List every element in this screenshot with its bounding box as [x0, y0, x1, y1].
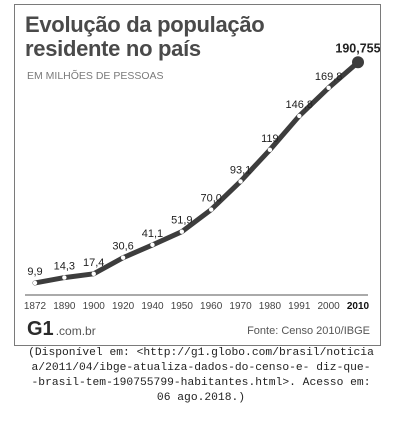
data-label: 14,3 — [54, 261, 75, 273]
data-label: 30,6 — [112, 241, 133, 253]
line-chart: 1872 1890 1900 1920 1940 1950 1960 1970 1980 1991… — [24, 41, 380, 312]
data-point — [238, 179, 243, 184]
x-tick-label: 1950 — [171, 301, 194, 312]
data-label: 93,1 — [230, 164, 251, 176]
data-point — [208, 207, 214, 212]
x-tick-label: 1900 — [83, 301, 106, 312]
logo-mark: G1 — [27, 318, 54, 340]
data-point — [326, 85, 331, 91]
population-series-line — [32, 59, 361, 286]
data-label: 17,4 — [83, 257, 104, 269]
x-tick-label: 1991 — [288, 301, 311, 312]
x-tick-label: 2000 — [318, 301, 341, 312]
data-point — [267, 147, 273, 153]
source-note: Fonte: Censo 2010/IBGE — [247, 325, 370, 337]
infographic-frame: Evolução da população residente no país … — [14, 4, 381, 346]
caption-line: (Disponível em: <http://g1.globo.com/bra… — [28, 347, 374, 359]
data-label: 51,9 — [171, 215, 192, 227]
data-label: 41,1 — [142, 228, 163, 240]
data-label: 9,9 — [27, 266, 42, 278]
x-tick-label: 2010 — [347, 301, 370, 312]
data-point — [62, 275, 67, 280]
logo-domain: .com.br — [55, 324, 96, 338]
caption-line: -brasil-tem-190755799-habitantes.html>. … — [31, 377, 371, 389]
data-label: 146,8 — [286, 99, 314, 111]
data-point — [297, 113, 302, 119]
data-point — [150, 242, 155, 248]
x-tick-label: 1940 — [141, 301, 164, 312]
x-tick-label: 1872 — [24, 301, 47, 312]
data-point — [179, 229, 185, 234]
data-point — [352, 56, 364, 69]
x-tick-label: 1920 — [112, 301, 135, 312]
chart-subtitle: EM MILHÕES DE PESSOAS — [27, 70, 164, 82]
caption-line: 06 ago.2018.) — [156, 392, 246, 404]
data-label: 70,0 — [200, 193, 221, 205]
data-point — [91, 271, 96, 276]
x-tick-label: 1970 — [229, 301, 252, 312]
data-label: 190,755 — [335, 41, 380, 55]
data-label: 119 — [261, 133, 279, 145]
g1-logo: G1 .com.br — [27, 318, 96, 341]
chart-title: Evolução da população residente no país — [25, 12, 265, 61]
x-tick-label: 1960 — [200, 301, 223, 312]
x-tick-label: 1890 — [53, 301, 76, 312]
caption-line: a/2011/04/ibge-atualiza-dados-do-censo-e… — [31, 362, 371, 374]
citation-caption: (Disponível em: <http://g1.globo.com/bra… — [0, 346, 402, 406]
data-label: 169,8 — [315, 71, 343, 83]
x-tick-label: 1980 — [259, 301, 282, 312]
data-point — [120, 255, 126, 260]
data-point — [32, 280, 38, 286]
